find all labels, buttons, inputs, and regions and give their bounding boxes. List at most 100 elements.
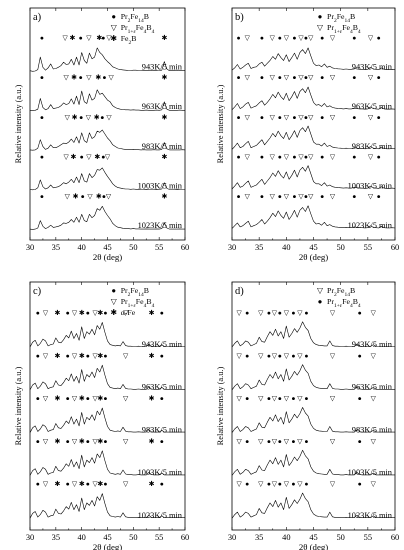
peak-marker: ▽ xyxy=(86,114,92,121)
peak-marker: ▽ xyxy=(87,193,93,200)
peak-marker: ▽ xyxy=(245,114,251,121)
peak-marker: ● xyxy=(103,396,107,403)
x-tick-label: 55 xyxy=(364,243,372,252)
peak-marker: ▽ xyxy=(106,35,112,42)
peak-marker: ▽ xyxy=(330,154,336,161)
plot-frame xyxy=(231,7,396,241)
series-label: 943K/5 min xyxy=(352,63,393,72)
plot-frame xyxy=(29,281,186,531)
peak-marker: ● xyxy=(80,154,84,161)
peak-marker: ● xyxy=(160,310,164,317)
xrd-trace-3: 983K/5 min▽ ● ▽ ● ▽ ● ▽ ● ▽ ● ▽ ● ▽ xyxy=(231,396,395,434)
peak-marker: ● xyxy=(40,75,44,82)
series-line xyxy=(29,206,185,230)
peak-marker: ● xyxy=(267,481,271,488)
peak-marker: ▽ xyxy=(92,481,98,488)
xrd-trace-3: 983K/5 min● ▽ ✱ ● ▽ ✱ ● ▽ ✱ xyxy=(29,113,186,151)
series-label: 1023K/5 min xyxy=(348,221,393,230)
series-line xyxy=(29,167,185,191)
peak-marker: ● xyxy=(260,154,264,161)
peak-marker: ▽ xyxy=(308,35,314,42)
peak-marker: ▽ xyxy=(298,114,304,121)
y-axis-label: Relative intensity (a.u.) xyxy=(216,84,225,163)
legend-symbol: ▽ xyxy=(111,297,117,306)
peak-marker: ● xyxy=(304,193,308,200)
peak-marker: ● xyxy=(79,75,83,82)
peak-marker: ✱ xyxy=(161,153,167,161)
x-tick-label: 60 xyxy=(181,533,189,542)
peak-marker: ▽ xyxy=(123,438,129,445)
x-tick-label: 30 xyxy=(26,533,34,542)
legend-symbol: ● xyxy=(111,286,116,295)
peak-marker: ✱ xyxy=(97,352,103,360)
peak-marker: ● xyxy=(81,193,85,200)
peak-marker: ▽ xyxy=(106,193,112,200)
xrd-trace-4: 1003K/5 min● ▽ ✱ ● ▽ ✱ ● ▽ ✱ xyxy=(29,153,185,191)
x-axis-label: 2θ (deg) xyxy=(299,542,328,550)
peak-marker: ✱ xyxy=(55,395,61,403)
xrd-trace-5: 1023K/5 min● ▽ ✱ ● ▽ ✱ ● ▽ ✱ xyxy=(29,192,185,230)
peak-marker: ● xyxy=(358,396,362,403)
peak-marker: ▽ xyxy=(72,438,78,445)
peak-marker: ✱ xyxy=(149,395,155,403)
legend-symbol: ● xyxy=(111,12,116,21)
legend-symbol: ✱ xyxy=(110,34,117,43)
series-line xyxy=(29,493,185,519)
legend-text: Pr1+εFe4B4 xyxy=(327,23,361,35)
peak-marker: ● xyxy=(291,481,295,488)
peak-marker: ▽ xyxy=(108,75,114,82)
peak-marker: ● xyxy=(278,438,282,445)
series-label: 983K/5 min xyxy=(352,425,393,434)
x-tick-label: 50 xyxy=(129,243,137,252)
peak-marker: ▽ xyxy=(123,396,129,403)
peak-marker: ▽ xyxy=(72,310,78,317)
peak-marker: ● xyxy=(260,35,264,42)
peak-marker: ▽ xyxy=(258,481,264,488)
peak-marker: ✱ xyxy=(71,153,77,161)
xrd-trace-5: 1023K/5 min▽ ● ▽ ● ▽ ● ▽ ● ▽ ● ▽ ● ▽ xyxy=(231,481,395,520)
peak-marker: ▽ xyxy=(258,396,264,403)
peak-marker: ● xyxy=(377,193,381,200)
peak-marker: ● xyxy=(66,396,70,403)
x-axis-label: 2θ (deg) xyxy=(93,542,122,550)
x-tick-label: 45 xyxy=(103,533,111,542)
series-label: 963K/5 min xyxy=(352,102,393,111)
peak-marker: ▽ xyxy=(236,481,242,488)
peak-marker: ▽ xyxy=(330,481,336,488)
peak-marker: ● xyxy=(103,438,107,445)
xrd-trace-4: 1003K/5 min● ▽ ● ▽ ● ▽ ● ▽ ● ▽ ● ▽ ● ▽ ● xyxy=(231,154,396,190)
peak-marker: ✱ xyxy=(79,395,85,403)
x-tick-label: 30 xyxy=(228,243,236,252)
series-label: 963K/5 min xyxy=(142,102,183,111)
peak-marker: ✱ xyxy=(161,34,167,42)
peak-marker: ▽ xyxy=(92,438,98,445)
peak-marker: ● xyxy=(291,396,295,403)
peak-marker: ● xyxy=(320,35,324,42)
peak-marker: ✱ xyxy=(97,437,103,445)
peak-marker: ▽ xyxy=(371,396,377,403)
xrd-trace-1: 943K/5 min● ▽ ● ▽ ● ▽ ● ▽ ● ▽ ● ▽ ● ▽ ● xyxy=(231,35,396,72)
x-axis-label: 2θ (deg) xyxy=(299,252,328,262)
peak-marker: ● xyxy=(79,114,83,121)
xrd-trace-5: 1023K/5 min● ▽ ✱ ● ▽ ✱ ● ▽ ✱ ● ▽ ✱ ● xyxy=(29,480,185,520)
x-tick-label: 55 xyxy=(364,533,372,542)
x-tick-label: 30 xyxy=(228,533,236,542)
panel-1: 30 35 40 45 50 55 60 2θ (deg) Relative intensity… xyxy=(14,7,189,262)
peak-marker: ▽ xyxy=(330,438,336,445)
series-line xyxy=(29,129,186,151)
peak-marker: ● xyxy=(292,75,296,82)
series-label: 1003K/5 min xyxy=(138,181,183,190)
peak-marker: ● xyxy=(36,396,40,403)
peak-marker: ● xyxy=(267,353,271,360)
x-tick-label: 45 xyxy=(103,243,111,252)
peak-marker: ▽ xyxy=(92,353,98,360)
series-label: 943K/5 min xyxy=(352,340,393,349)
peak-marker: ▽ xyxy=(330,353,336,360)
peak-marker: ● xyxy=(291,438,295,445)
peak-marker: ● xyxy=(40,193,44,200)
peak-marker: ● xyxy=(304,353,308,360)
legend-text: Pr2Fe14B xyxy=(121,286,149,298)
legend-text: Pr1+εFe4B4 xyxy=(121,23,155,35)
peak-marker: ▽ xyxy=(43,353,49,360)
peak-marker: ✱ xyxy=(149,480,155,488)
